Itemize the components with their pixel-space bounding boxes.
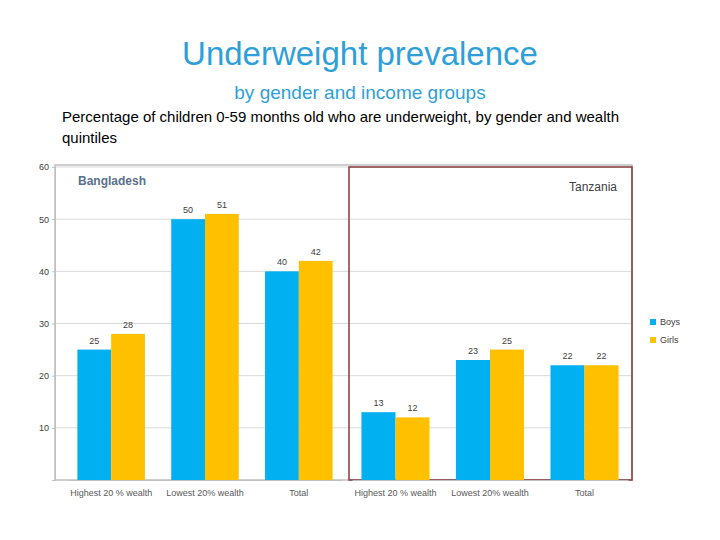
caption: Percentage of children 0-59 months old w… (62, 108, 619, 146)
y-tick-label: 40 (39, 267, 49, 277)
chart: Underweight prevalence by gender and inco… (0, 0, 720, 540)
y-tick-mark (52, 428, 55, 429)
y-tick: 50 (39, 215, 55, 225)
x-tick: Total (575, 480, 594, 498)
data-label: 50 (183, 205, 193, 215)
bar (361, 412, 395, 480)
bar (585, 365, 619, 480)
y-tick-label: 50 (39, 215, 49, 225)
x-axis-line (353, 480, 629, 481)
bar (205, 214, 239, 480)
panel-title: Bangladesh (78, 174, 146, 188)
data-label: 40 (277, 257, 287, 267)
y-tick-label: 20 (39, 371, 49, 381)
bar (77, 350, 111, 480)
y-axis: 10 20 30 40 50 60 (39, 162, 56, 480)
bar (490, 350, 524, 480)
legend-swatch (650, 337, 656, 343)
bar (550, 365, 584, 480)
x-tick: Lowest 20% wealth (166, 480, 244, 498)
y-tick-mark (52, 271, 55, 272)
data-label: 25 (89, 336, 99, 346)
data-label: 25 (502, 336, 512, 346)
x-tick: Total (289, 480, 308, 498)
grid-line (55, 219, 632, 220)
y-axis-line (52, 168, 56, 481)
y-tick: 40 (39, 267, 55, 277)
legend-swatch (650, 319, 656, 325)
legend-label: Girls (660, 335, 679, 345)
x-tick: Highest 20 % wealth (354, 480, 436, 498)
y-tick: 20 (39, 371, 55, 381)
y-tick: 30 (39, 319, 55, 329)
legend: Boys Girls (650, 317, 681, 345)
data-label: 42 (311, 247, 321, 257)
bars (77, 214, 618, 480)
plot-frame (55, 165, 632, 480)
data-label: 22 (562, 351, 572, 361)
data-label: 13 (373, 398, 383, 408)
grid-line (55, 323, 632, 324)
x-tick-label: Lowest 20% wealth (451, 488, 529, 498)
bar (395, 417, 429, 480)
x-tick-label: Total (289, 488, 308, 498)
data-label: 22 (597, 351, 607, 361)
title: Underweight prevalence (182, 35, 538, 72)
y-tick-label: 30 (39, 319, 49, 329)
panel-frame (349, 167, 632, 480)
bar (265, 271, 299, 480)
y-tick-label: 10 (39, 423, 49, 433)
panel-title: Tanzania (569, 180, 617, 194)
y-tick-mark (52, 167, 55, 168)
x-tick-label: Highest 20 % wealth (70, 488, 152, 498)
y-tick-label: 60 (39, 162, 49, 172)
data-label: 51 (217, 200, 227, 210)
bar (456, 360, 490, 480)
bar (171, 219, 205, 480)
x-axis: Highest 20 % wealth Lowest 20% wealth Tota… (353, 480, 629, 498)
bar (111, 334, 145, 480)
subtitle: by gender and income groups (234, 82, 485, 103)
bar (299, 261, 333, 480)
data-labels: 25 50 40 28 51 42 13 23 22 12 25 22 (89, 200, 606, 413)
x-tick: Highest 20 % wealth (70, 480, 152, 498)
x-tick-label: Lowest 20% wealth (166, 488, 244, 498)
y-tick-mark (52, 324, 55, 325)
y-tick: 60 (39, 162, 55, 172)
x-tick: Lowest 20% wealth (451, 480, 529, 498)
x-tick-label: Highest 20 % wealth (354, 488, 436, 498)
y-tick-mark (52, 376, 55, 377)
legend-label: Boys (660, 317, 681, 327)
grid-line (55, 271, 632, 272)
data-label: 23 (468, 346, 478, 356)
y-tick-mark (52, 219, 55, 220)
y-tick: 10 (39, 423, 55, 433)
x-tick-label: Total (575, 488, 594, 498)
x-axis-line (69, 480, 343, 481)
x-axis: Highest 20 % wealth Lowest 20% wealth Tota… (69, 480, 343, 498)
data-label: 12 (407, 403, 417, 413)
data-label: 28 (123, 320, 133, 330)
